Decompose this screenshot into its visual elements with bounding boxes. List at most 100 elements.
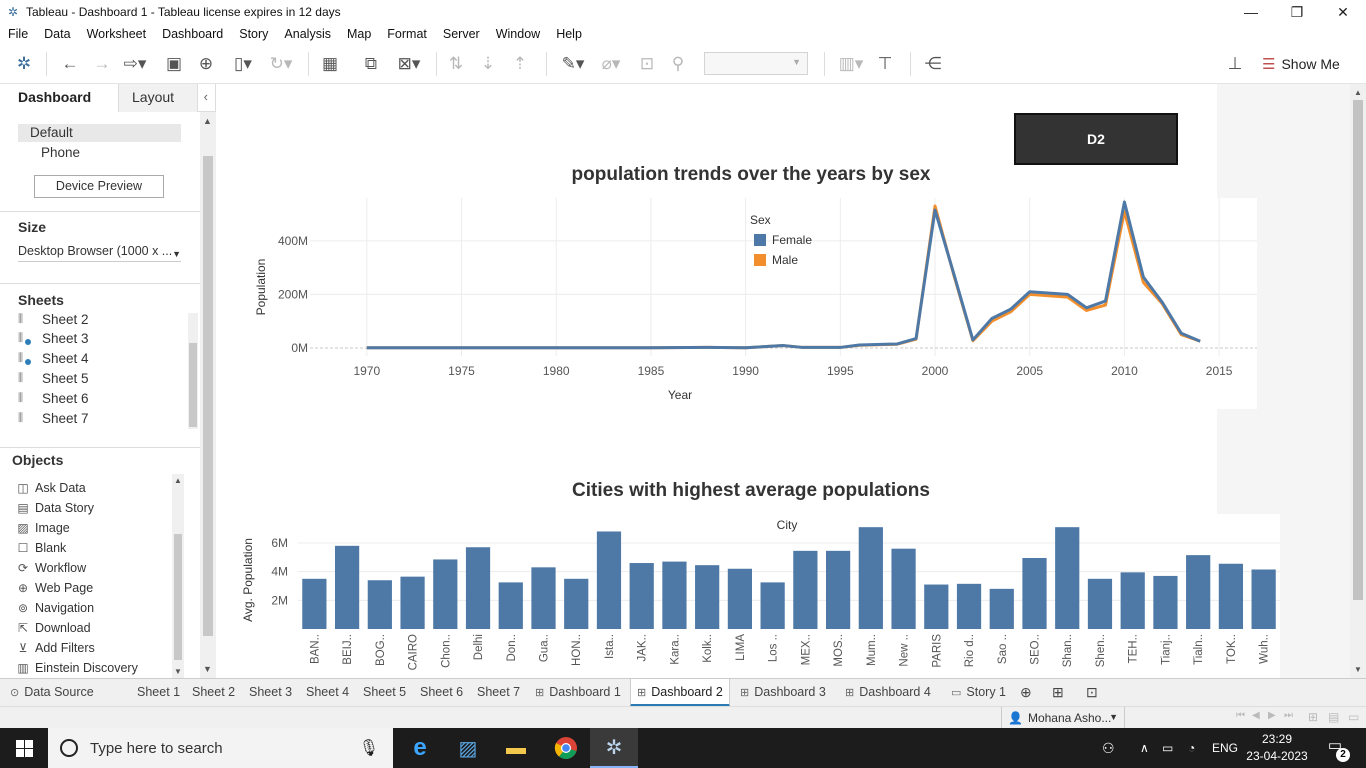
wifi-icon[interactable]: ◔ [1188, 741, 1196, 755]
collapse-panel-icon[interactable]: ‹ [203, 89, 208, 104]
scroll-down-icon[interactable]: ▼ [1354, 665, 1362, 674]
line-chart-container[interactable]: 1970 1975 1980 1985 1990 1995 2000 2005 2010 2015… [240, 198, 1257, 409]
fit-dropdown[interactable]: ▼ [704, 52, 808, 75]
file-explorer-icon[interactable]: ▬ [506, 736, 526, 759]
edge-icon[interactable]: e [413, 734, 427, 761]
menu-map[interactable]: Map [346, 27, 372, 41]
prev-sheet-icon[interactable]: ◀ [1252, 710, 1260, 721]
people-icon[interactable]: ⚇ [1102, 739, 1115, 756]
menu-data[interactable]: Data [44, 27, 71, 41]
scroll-up-icon[interactable]: ▲ [203, 116, 212, 126]
taskbar-clock[interactable]: 23:29 23-04-2023 [1244, 731, 1310, 765]
label-icon[interactable]: ⊡ [639, 54, 655, 73]
object-data-story[interactable]: ▤ Data Story [16, 498, 94, 518]
tab-layout[interactable]: Layout [118, 84, 198, 112]
filmstrip-icon[interactable]: ▤ [1328, 710, 1340, 724]
tab-sheet-5[interactable]: Sheet 5 [357, 679, 412, 707]
pause-updates-icon[interactable]: ▯▾ [234, 54, 252, 73]
tab-story-1[interactable]: ▭ Story 1 [945, 679, 1012, 707]
object-einstein-discovery[interactable]: ▥ Einstein Discovery [16, 658, 138, 676]
object-ask-data[interactable]: ◫ Ask Data [16, 478, 85, 498]
menu-server[interactable]: Server [442, 27, 480, 41]
close-button[interactable]: ✕ [1337, 3, 1349, 20]
save-icon[interactable]: ▣ [165, 54, 183, 73]
tab-data-source[interactable]: ⊙ Data Source [4, 679, 100, 707]
minimize-button[interactable]: — [1244, 4, 1258, 20]
menu-file[interactable]: File [8, 27, 29, 41]
menu-worksheet[interactable]: Worksheet [86, 27, 147, 41]
scroll-thumb[interactable] [1353, 100, 1363, 600]
new-story-tab-icon[interactable]: ⊡ [1086, 684, 1098, 700]
undo-icon[interactable]: ← [61, 54, 79, 73]
pin-icon[interactable]: ⚲ [671, 54, 685, 73]
sheet-item[interactable]: ⫼ Sheet 5 [18, 368, 89, 388]
menu-help[interactable]: Help [556, 27, 582, 41]
sheet-item[interactable]: ⫼ Sheet 7 [18, 408, 89, 428]
duplicate-sheet-icon[interactable]: ⧉ [364, 54, 378, 73]
tab-sheet-3[interactable]: Sheet 3 [243, 679, 298, 707]
redo-icon[interactable]: → [93, 54, 111, 73]
size-select[interactable]: Desktop Browser (1000 x ... ▼ [18, 242, 181, 262]
last-sheet-icon[interactable]: ⏭ [1284, 710, 1293, 721]
scroll-down-icon[interactable]: ▼ [174, 667, 182, 676]
sheets-scrollbar[interactable] [188, 313, 198, 429]
menu-story[interactable]: Story [239, 27, 269, 41]
scroll-up-icon[interactable]: ▲ [1354, 88, 1362, 97]
device-phone[interactable]: Phone [41, 145, 81, 160]
object-workflow[interactable]: ⟳ Workflow [16, 558, 86, 578]
scroll-thumb[interactable] [174, 534, 182, 660]
object-image[interactable]: ▨ Image [16, 518, 69, 538]
menu-format[interactable]: Format [387, 27, 427, 41]
show-me-button[interactable]: ☰ Show Me [1262, 54, 1340, 74]
share-icon[interactable]: ⋲ [924, 54, 942, 73]
menu-dashboard[interactable]: Dashboard [162, 27, 224, 41]
presentation-icon[interactable]: ⊤ [877, 54, 893, 73]
menu-window[interactable]: Window [495, 27, 541, 41]
tab-sheet-4[interactable]: Sheet 4 [300, 679, 355, 707]
scroll-thumb[interactable] [189, 343, 197, 427]
sort-asc-icon[interactable]: ⇣ [480, 54, 496, 73]
taskbar-search[interactable]: Type here to search 🎙 [48, 728, 393, 768]
tab-sheet-7[interactable]: Sheet 7 [471, 679, 526, 707]
sheet-sorter-icon[interactable]: ⊞ [1308, 710, 1319, 724]
object-download[interactable]: ⇱ Download [16, 618, 91, 638]
new-worksheet-tab-icon[interactable]: ⊕ [1020, 684, 1032, 700]
tab-dashboard-3[interactable]: ⊞ Dashboard 3 [734, 679, 832, 707]
d2-navigation-button[interactable]: D2 [1014, 113, 1178, 165]
object-add-filters[interactable]: ⊻ Add Filters [16, 638, 95, 658]
first-sheet-icon[interactable]: ⏮ [1236, 710, 1245, 721]
canvas-scrollbar[interactable]: ▲ ▼ [1350, 84, 1366, 678]
new-dashboard-tab-icon[interactable]: ⊞ [1052, 684, 1064, 700]
tab-dashboard-2[interactable]: ⊞ Dashboard 2 [630, 679, 730, 707]
new-datasource-icon[interactable]: ⊕ [198, 54, 214, 73]
tab-dashboard[interactable]: Dashboard [0, 84, 118, 112]
windows-start-button[interactable] [0, 728, 48, 768]
swap-icon[interactable]: ⇅ [448, 54, 464, 73]
battery-icon[interactable]: ▭ [1162, 741, 1174, 755]
tab-sheet-2[interactable]: Sheet 2 [186, 679, 241, 707]
sheet-item[interactable]: ⫼ Sheet 4 [18, 348, 89, 368]
side-panel-scrollbar[interactable]: ▲ ▼ [200, 112, 216, 678]
sheet-item[interactable]: ⫼ Sheet 6 [18, 388, 89, 408]
object-web-page[interactable]: ⊕ Web Page [16, 578, 93, 598]
format-painter-icon[interactable]: ⊥ [1227, 54, 1243, 73]
device-preview-button[interactable]: Device Preview [34, 175, 164, 198]
tableau-logo-icon[interactable]: ✲ [16, 54, 32, 73]
photos-icon[interactable]: ▨ [458, 737, 478, 760]
tab-sheet-1[interactable]: Sheet 1 [131, 679, 186, 707]
show-cards-icon[interactable]: ▥▾ [838, 54, 864, 73]
sort-desc-icon[interactable]: ⇡ [512, 54, 528, 73]
tabs-icon[interactable]: ▭ [1348, 710, 1360, 724]
microphone-icon[interactable]: 🎙 [358, 740, 379, 757]
clear-sheet-icon[interactable]: ⊠▾ [397, 54, 421, 73]
replay-icon[interactable]: ⇨▾ [123, 54, 147, 73]
attach-icon[interactable]: ⌀▾ [601, 54, 621, 73]
restore-button[interactable]: ❐ [1290, 3, 1304, 20]
tab-dashboard-4[interactable]: ⊞ Dashboard 4 [839, 679, 937, 707]
refresh-icon[interactable]: ↻▾ [269, 54, 293, 73]
highlight-icon[interactable]: ✎▾ [561, 54, 585, 73]
show-hidden-icons-icon[interactable]: ∧ [1140, 741, 1149, 755]
menu-analysis[interactable]: Analysis [284, 27, 331, 41]
scroll-thumb[interactable] [203, 156, 213, 636]
scroll-up-icon[interactable]: ▲ [174, 476, 182, 485]
